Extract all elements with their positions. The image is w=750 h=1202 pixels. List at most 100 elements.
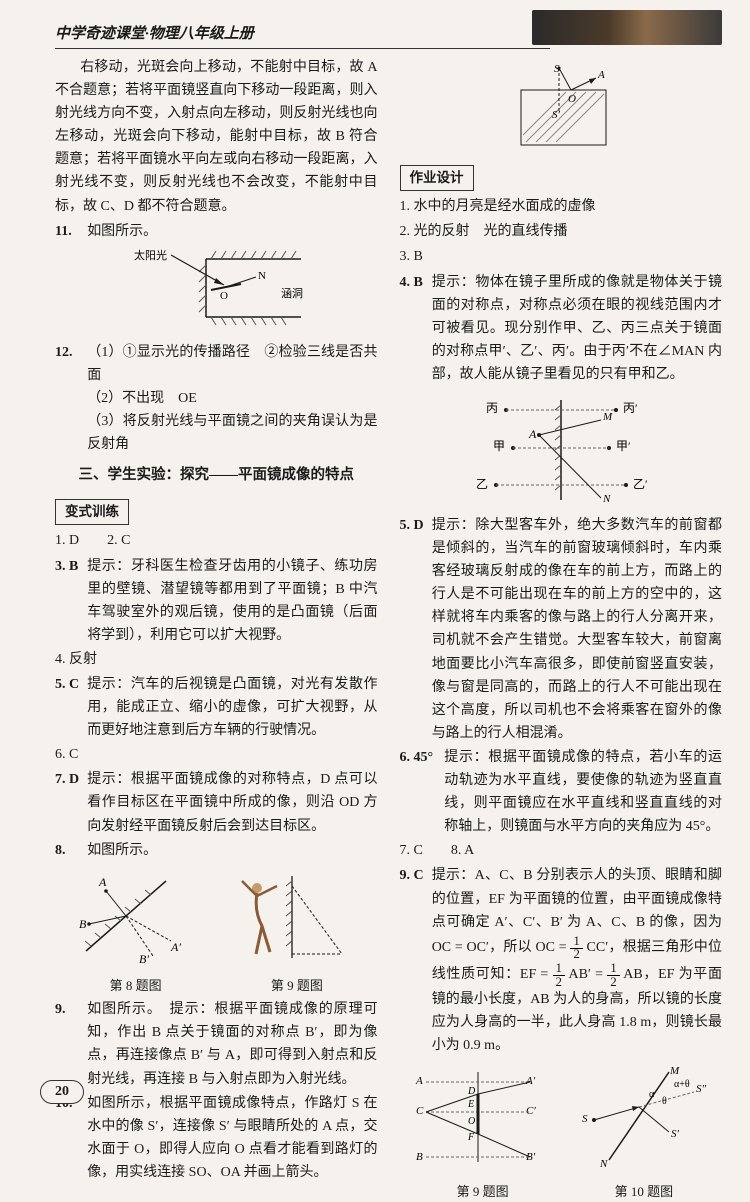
svg-text:A: A xyxy=(528,427,537,441)
ans-9: 9. 如图所示。 提示：根据平面镜成像的原理可知，作出 B 点关于镜面的对称点 … xyxy=(55,998,378,1090)
fig8-caption: 第 8 题图 xyxy=(71,975,201,996)
q12-2: （2）不出现 OE xyxy=(87,387,377,410)
fig-topright-svg: S A O S′ xyxy=(496,60,626,155)
h5: 5. D 提示：除大型客车外，绝大多数汽车的前窗都是倾斜的，当汽车的前窗玻璃倾斜… xyxy=(400,514,723,745)
a7-num: 7. D xyxy=(55,768,87,837)
frac-1: 12 xyxy=(570,934,583,961)
right-column: S A O S′ 作业设计 1. 水中的月亮是经水面成的虚像 2. 光的反射 光… xyxy=(400,56,723,1061)
q11-num: 11. xyxy=(55,220,87,243)
header-underline xyxy=(55,48,550,49)
intro-para: 右移动，光斑会向上移动，不能射中目标，故 A 不合题意；若将平面镜竖直向下移动一… xyxy=(55,56,378,218)
page-number: 20 xyxy=(40,1080,84,1104)
svg-text:S′: S′ xyxy=(671,1128,680,1140)
svg-text:O: O xyxy=(220,290,228,302)
svg-text:C′: C′ xyxy=(526,1105,536,1117)
svg-text:丙: 丙 xyxy=(486,401,498,415)
ans-6: 6. C xyxy=(55,743,378,766)
a8-num: 8. xyxy=(55,839,87,862)
a5-body: 提示：汽车的后视镜是凸面镜，对光有发散作用，能成正立、缩小的虚像，可扩大视野，从… xyxy=(87,673,377,742)
svg-text:α+θ: α+θ xyxy=(674,1079,690,1090)
svg-text:N: N xyxy=(602,493,611,505)
h4-num: 4. B xyxy=(400,271,432,386)
frac-2: 12 xyxy=(553,961,566,988)
h6-num: 6. 45° xyxy=(400,746,445,838)
homework-label: 作业设计 xyxy=(400,165,474,191)
h5-body: 提示：除大型客车外，绝大多数汽车的前窗都是倾斜的，当汽车的前窗玻璃倾斜时，车内乘… xyxy=(432,514,722,745)
a5-num: 5. C xyxy=(55,673,87,742)
figure-top-right: S A O S′ xyxy=(400,60,723,155)
h4-body: 提示：物体在镜子里所成的像就是物体关于镜面的对称点，对称点必须在眼的视线范围内才… xyxy=(432,271,722,386)
svg-text:甲: 甲 xyxy=(493,439,505,453)
q12-3: （3）将反射光线与平面镜之间的夹角误认为是反射角 xyxy=(87,410,377,456)
svg-text:S′: S′ xyxy=(552,109,561,121)
ans-1-2: 1. D 2. C xyxy=(55,529,378,552)
q12: 12. （1）①显示光的传播路径 ②检验三线是否共面 （2）不出现 OE （3）… xyxy=(55,341,378,456)
svg-text:B′: B′ xyxy=(139,952,149,966)
svg-text:乙′: 乙′ xyxy=(633,477,648,491)
fig-h4-svg: 丙 甲 乙 丙′ 甲′ 乙′ A M N xyxy=(451,390,671,510)
svg-text:α: α xyxy=(649,1089,655,1100)
svg-text:F: F xyxy=(467,1132,475,1143)
h9: 9. C 提示：A、C、B 分别表示人的头顶、眼睛和脚的位置，EF 为平面镜的位… xyxy=(400,864,723,1057)
ans-5: 5. C 提示：汽车的后视镜是凸面镜，对光有发散作用，能成正立、缩小的虚像，可扩… xyxy=(55,673,378,742)
ans-4: 4. 反射 xyxy=(55,648,378,671)
svg-text:B: B xyxy=(79,917,87,931)
fig-h9-caption: 第 9 题图 xyxy=(408,1181,558,1202)
svg-text:M: M xyxy=(602,411,613,423)
q12-body: （1）①显示光的传播路径 ②检验三线是否共面 （2）不出现 OE （3）将反射光… xyxy=(87,341,377,456)
h3: 3. B xyxy=(400,245,723,268)
svg-text:甲′: 甲′ xyxy=(616,439,631,453)
a9-num: 9. xyxy=(55,998,87,1090)
fig9-caption: 第 9 题图 xyxy=(232,975,362,996)
q12-1: （1）①显示光的传播路径 ②检验三线是否共面 xyxy=(87,341,377,387)
ans-8: 8. 如图所示。 xyxy=(55,839,378,862)
svg-text:θ: θ xyxy=(662,1096,667,1107)
fig9-svg xyxy=(232,866,362,966)
svg-text:A: A xyxy=(415,1075,423,1087)
a8-body: 如图所示。 xyxy=(87,839,377,862)
a3-num: 3. B xyxy=(55,555,87,647)
h6-body: 提示：根据平面镜成像的特点，若小车的运动轨迹为水平直线，要使像的轨迹为竖直直线，… xyxy=(444,746,722,838)
svg-text:O: O xyxy=(468,1116,475,1127)
h6: 6. 45° 提示：根据平面镜成像的特点，若小车的运动轨迹为水平直线，要使像的轨… xyxy=(400,746,723,838)
svg-text:E: E xyxy=(467,1099,474,1110)
fig-h10-svg: M N S S″ S′ α θ α+θ xyxy=(574,1062,714,1172)
fig8-svg: A B A′ B′ xyxy=(71,866,201,966)
svg-text:N: N xyxy=(599,1158,608,1170)
h9-num: 9. C xyxy=(400,864,432,1057)
h4: 4. B 提示：物体在镜子里所成的像就是物体关于镜面的对称点，对称点必须在眼的视… xyxy=(400,271,723,386)
h9-body: 提示：A、C、B 分别表示人的头顶、眼睛和脚的位置，EF 为平面镜的位置，由平面… xyxy=(432,864,722,1057)
q12-num: 12. xyxy=(55,341,87,456)
a7-body: 提示：根据平面镜成像的对称特点，D 点可以看作目标区在平面镜中所成的像，则沿 O… xyxy=(87,768,377,837)
a9-body: 如图所示。 提示：根据平面镜成像的原理可知，作出 B 点关于镜面的对称点 B′，… xyxy=(87,998,377,1090)
h1: 1. 水中的月亮是经水面成的虚像 xyxy=(400,195,723,218)
svg-text:丙′: 丙′ xyxy=(623,401,638,415)
book-title: 中学奇迹课堂·物理八年级上册 xyxy=(55,22,254,47)
svg-text:M: M xyxy=(669,1065,680,1077)
svg-text:太阳光: 太阳光 xyxy=(134,248,167,262)
frac-3: 12 xyxy=(607,961,620,988)
page-header: 中学奇迹课堂·物理八年级上册 xyxy=(55,20,722,48)
figure-h9-h10: A A′ C C′ B B′ D E O F xyxy=(400,1062,723,1202)
svg-text:S: S xyxy=(582,1113,588,1125)
figure-h4: 丙 甲 乙 丙′ 甲′ 乙′ A M N xyxy=(400,390,723,510)
h2: 2. 光的反射 光的直线传播 xyxy=(400,220,723,243)
svg-text:A: A xyxy=(597,69,605,81)
svg-text:A′: A′ xyxy=(170,940,181,954)
a3-body: 提示：牙科医生检查牙齿用的小镜子、练功房里的壁镜、潜望镜等都用到了平面镜；B 中… xyxy=(87,555,377,647)
header-photo-patch xyxy=(532,10,722,45)
svg-text:B: B xyxy=(416,1151,423,1163)
svg-text:涵洞: 涵洞 xyxy=(281,286,303,300)
q11-body: 如图所示。 xyxy=(87,220,377,243)
svg-text:C: C xyxy=(416,1105,424,1117)
fig-h9-svg: A A′ C C′ B B′ D E O F xyxy=(408,1062,558,1172)
svg-text:乙: 乙 xyxy=(476,477,488,491)
svg-text:A: A xyxy=(98,875,107,889)
figure-q11: N 太阳光 O 涵洞 xyxy=(55,247,378,337)
left-column: 右移动，光斑会向上移动，不能射中目标，故 A 不合题意；若将平面镜竖直向下移动一… xyxy=(55,56,378,1061)
two-column-layout: 右移动，光斑会向上移动，不能射中目标，故 A 不合题意；若将平面镜竖直向下移动一… xyxy=(55,56,722,1061)
h7-8: 7. C 8. A xyxy=(400,839,723,862)
ans-3: 3. B 提示：牙科医生检查牙齿用的小镜子、练功房里的壁镜、潜望镜等都用到了平面… xyxy=(55,555,378,647)
svg-text:N: N xyxy=(258,270,266,282)
fig-h10-wrap: M N S S″ S′ α θ α+θ 第 10 题图 xyxy=(574,1062,714,1202)
